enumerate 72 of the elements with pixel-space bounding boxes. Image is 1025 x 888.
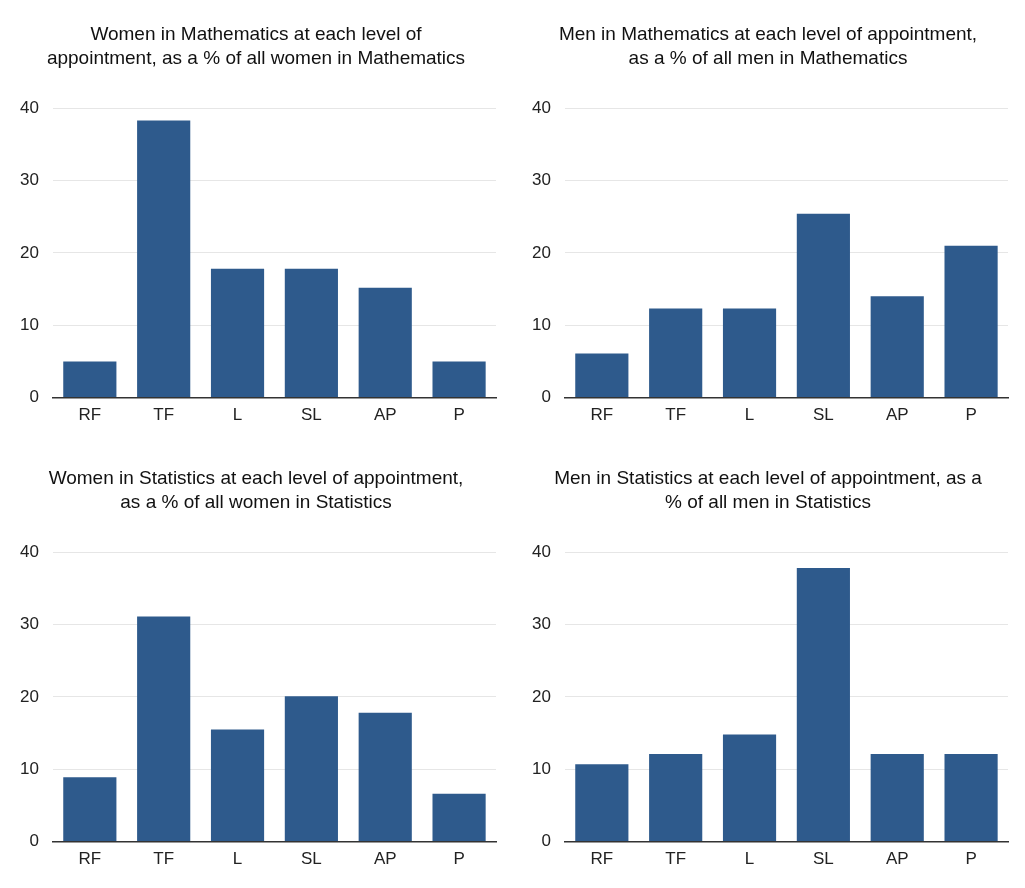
bar — [575, 353, 629, 398]
x-tick-label: TF — [665, 405, 687, 425]
y-tick-label: 20 — [19, 686, 39, 706]
bar — [796, 213, 850, 398]
x-tick-label: RF — [590, 849, 614, 869]
chart-title: Men in Mathematics at each level of appointment, as a % of all men in Mathematics — [557, 22, 979, 70]
y-tick-label: 10 — [19, 314, 39, 334]
bar — [63, 361, 117, 398]
bar — [722, 734, 777, 842]
y-tick-label: 10 — [531, 758, 551, 778]
y-tick-label: 40 — [19, 97, 39, 117]
x-tick-label: P — [453, 849, 465, 869]
y-tick-label: 20 — [531, 686, 551, 706]
bar — [210, 268, 265, 398]
bar — [944, 754, 998, 842]
y-tick-label: 40 — [531, 541, 551, 561]
y-tick-label: 20 — [531, 242, 551, 262]
x-tick-label: SL — [812, 849, 834, 869]
y-tick-label: 0 — [29, 831, 39, 851]
y-tick-label: 0 — [29, 387, 39, 407]
y-tick-label: 0 — [541, 387, 551, 407]
x-tick-label: RF — [78, 405, 102, 425]
y-tick-label: 30 — [19, 614, 39, 634]
y-tick-label: 30 — [531, 614, 551, 634]
bar — [210, 729, 265, 842]
bar — [284, 696, 338, 842]
chart-title: Women in Statistics at each level of appointment, as a % of all women in Statistics — [47, 466, 465, 514]
x-tick-label: P — [453, 405, 465, 425]
chart-title: Women in Mathematics at each level of appointment, as a % of all women in Mathematics — [45, 22, 467, 70]
bar — [358, 712, 412, 842]
x-tick-label: AP — [885, 849, 909, 869]
x-tick-label: RF — [590, 405, 614, 425]
bar — [137, 120, 191, 398]
bar — [63, 777, 117, 842]
y-tick-label: 10 — [19, 758, 39, 778]
bar — [796, 568, 850, 842]
y-tick-label: 40 — [531, 97, 551, 117]
x-tick-label: AP — [885, 405, 909, 425]
x-tick-label: AP — [373, 849, 397, 869]
bar — [649, 754, 703, 842]
y-tick-label: 30 — [531, 170, 551, 190]
bar — [137, 616, 191, 842]
bar — [432, 793, 486, 842]
bar — [649, 308, 703, 398]
bar — [358, 287, 412, 398]
bar — [432, 361, 486, 398]
x-tick-label: SL — [300, 849, 322, 869]
x-tick-label: SL — [300, 405, 322, 425]
x-tick-label: RF — [78, 849, 102, 869]
x-tick-label: AP — [373, 405, 397, 425]
x-tick-label: L — [744, 849, 755, 869]
bar — [575, 764, 629, 842]
x-tick-label: SL — [812, 405, 834, 425]
chart-title: Men in Statistics at each level of appointment, as a % of all men in Statistics — [553, 466, 983, 514]
y-tick-label: 40 — [19, 541, 39, 561]
y-tick-label: 20 — [19, 242, 39, 262]
y-tick-label: 0 — [541, 831, 551, 851]
x-tick-label: TF — [665, 849, 687, 869]
x-tick-label: L — [232, 405, 243, 425]
x-tick-label: P — [965, 405, 977, 425]
bar — [870, 754, 924, 842]
y-tick-label: 30 — [19, 170, 39, 190]
bar — [944, 245, 998, 398]
bar — [284, 268, 338, 398]
y-tick-label: 10 — [531, 314, 551, 334]
x-tick-label: TF — [153, 405, 175, 425]
bar — [870, 296, 924, 398]
x-tick-label: L — [232, 849, 243, 869]
x-tick-label: L — [744, 405, 755, 425]
x-tick-label: TF — [153, 849, 175, 869]
x-tick-label: P — [965, 849, 977, 869]
bar — [722, 308, 777, 398]
